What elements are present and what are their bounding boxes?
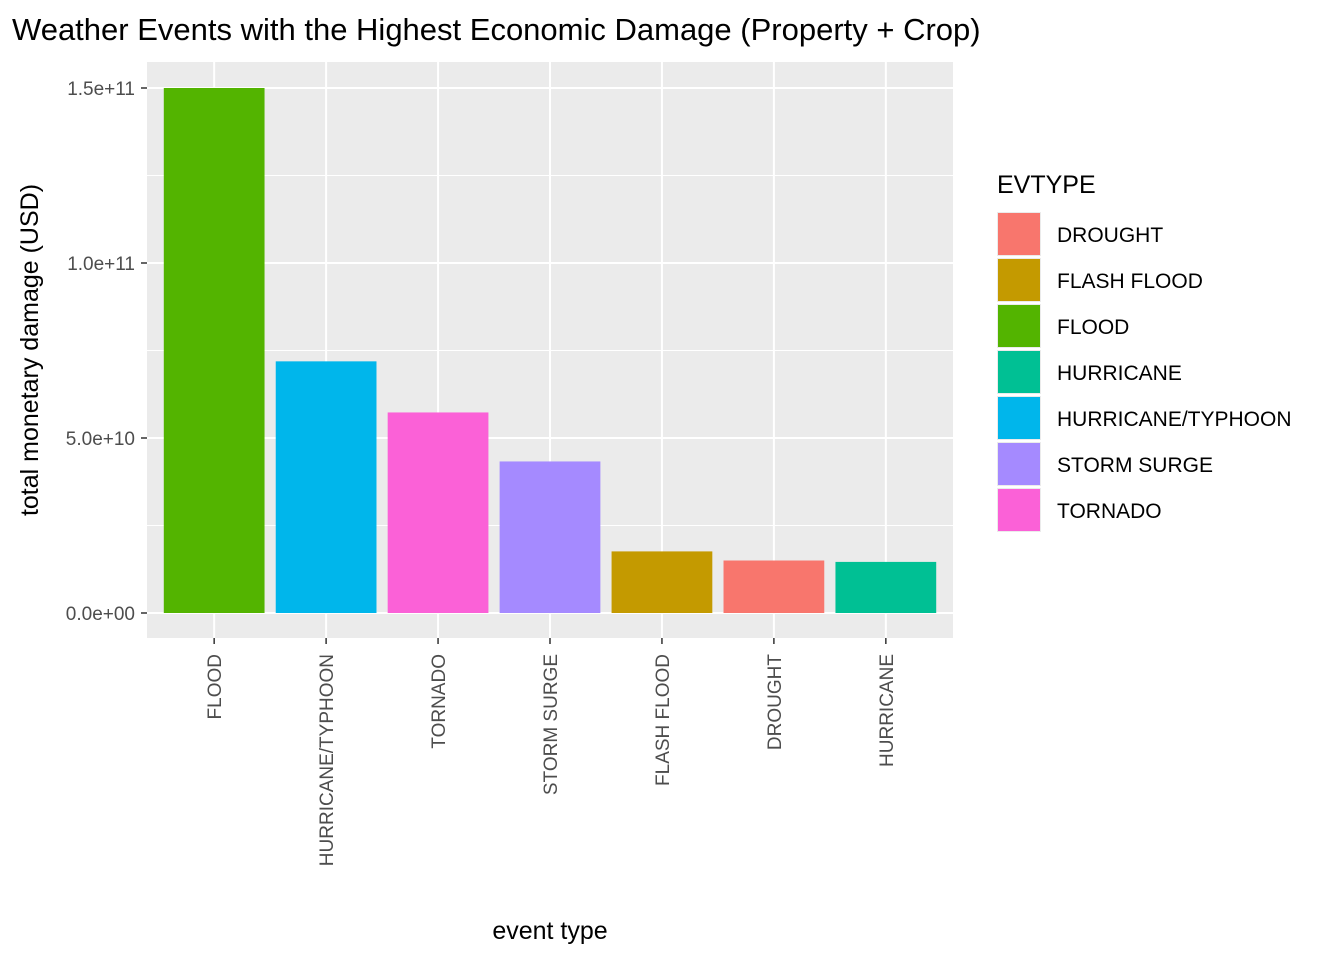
y-axis: 0.0e+00 5.0e+10 1.0e+11 1.5e+11 [66,79,147,625]
x-tick-label: TORNADO [429,654,450,749]
legend-swatch [998,213,1040,255]
legend-label: HURRICANE/TYPHOON [1057,408,1292,431]
legend-label: STORM SURGE [1057,454,1213,477]
bar-tornado [387,412,489,613]
chart-title: Weather Events with the Highest Economic… [12,12,981,47]
bar-flash-flood [611,551,713,613]
bar-storm-surge [499,461,601,613]
y-tick-label: 1.0e+11 [67,254,135,275]
legend-swatch [998,489,1040,531]
legend-label: FLOOD [1057,316,1129,339]
x-tick-label: DROUGHT [765,654,786,750]
legend-label: FLASH FLOOD [1057,270,1203,293]
legend: EVTYPE DROUGHT FLASH FLOOD FLOOD HURRICANE H… [997,171,1292,532]
x-tick-label: FLOOD [205,654,226,719]
y-tick-label: 0.0e+00 [66,604,135,625]
x-axis: FLOOD HURRICANE/TYPHOON TORNADO STORM SURGE… [205,638,898,866]
bars [163,88,937,613]
legend-swatch [998,259,1040,301]
legend-label: DROUGHT [1057,224,1163,247]
y-tick-label: 1.5e+11 [67,79,135,100]
legend-swatch [998,443,1040,485]
legend-label: HURRICANE [1057,362,1182,385]
x-tick-label: HURRICANE/TYPHOON [317,654,338,866]
legend-swatch [998,305,1040,347]
y-axis-title: total monetary damage (USD) [16,184,44,516]
bar-hurricane [835,561,937,613]
legend-swatch [998,351,1040,393]
x-tick-label: STORM SURGE [541,654,562,795]
x-tick-label: HURRICANE [877,654,898,767]
x-axis-title: event type [492,917,607,945]
legend-title: EVTYPE [997,171,1096,199]
y-tick-label: 5.0e+10 [66,429,135,450]
legend-swatch [998,397,1040,439]
legend-label: TORNADO [1057,500,1162,523]
bar-hurricane-typhoon [275,361,377,613]
bar-flood [163,88,265,613]
x-tick-label: FLASH FLOOD [653,654,674,786]
bar-drought [723,560,825,613]
